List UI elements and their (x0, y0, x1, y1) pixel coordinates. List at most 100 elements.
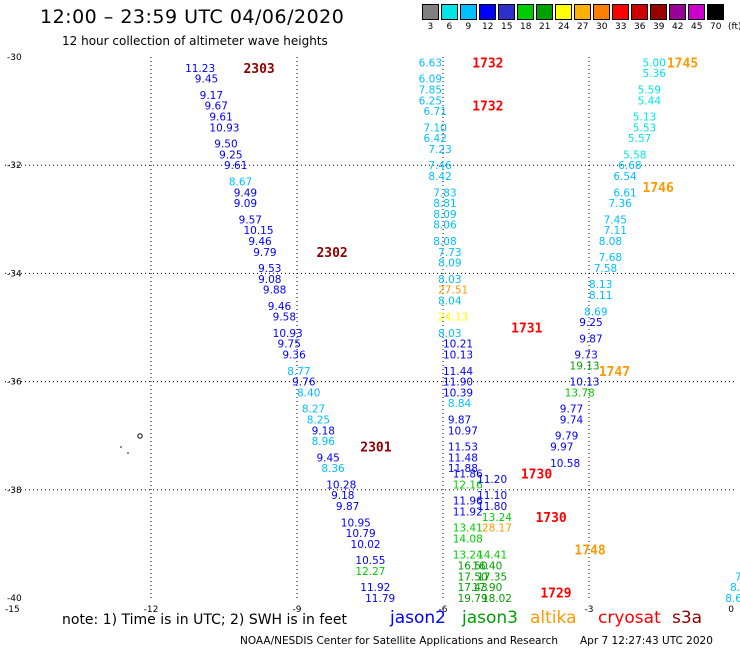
data-label-cryosat: 9.25 (579, 317, 602, 329)
scale-swatch (498, 4, 515, 20)
scale-swatch (631, 4, 648, 20)
scale-label: 36 (634, 22, 646, 32)
y-tick-label: -34 (7, 269, 22, 279)
data-label-jason2: 8.36 (321, 463, 345, 475)
data-label-jason3: 11.53 (448, 442, 478, 454)
data-label-jason2: 9.61 (224, 160, 247, 172)
data-label-jason2: 9.61 (209, 112, 232, 124)
data-label-jason2: 10.95 (341, 517, 371, 529)
data-label-jason3: 16.50 (458, 561, 488, 573)
data-label-cryosat: 6.54 (613, 171, 637, 183)
x-tick-label: -6 (439, 605, 448, 615)
track-time-label: 1730 (535, 511, 566, 526)
data-label-cryosat: 7.58 (594, 263, 617, 275)
x-tick-label: -12 (144, 605, 159, 615)
data-label-jason2: 9.25 (219, 149, 242, 161)
data-label-cryosat: 5.57 (628, 133, 651, 145)
scale-label: 24 (558, 22, 570, 32)
data-label-jason3: 6.42 (424, 133, 447, 145)
scale-label: 45 (691, 22, 703, 32)
data-label-jason2: 8.77 (287, 366, 310, 378)
island-marker (120, 446, 122, 448)
x-tick-label: 0 (728, 605, 734, 615)
y-tick-label: -38 (7, 486, 22, 496)
scale-swatch (422, 4, 439, 20)
data-label-jason2: 9.09 (234, 198, 257, 210)
data-label-jason3: 10.21 (443, 339, 473, 351)
data-label-jason3: 8.42 (428, 171, 451, 183)
legend-altika: altika (530, 608, 577, 628)
scale-label: 27 (577, 22, 589, 32)
scale-label: 9 (465, 22, 472, 32)
data-label-cryosat: 6.68 (618, 160, 641, 172)
data-label-jason3: 11.96 (453, 496, 483, 508)
data-label-jason3: 7.73 (438, 247, 461, 259)
data-label-jason3: 8.09 (433, 209, 456, 221)
data-label-jason2: 9.53 (258, 263, 281, 275)
data-label-cryosat: 9.97 (550, 442, 573, 454)
data-label-jason2: 9.46 (268, 301, 292, 313)
map-title: 12:00 – 23:59 UTC 04/06/2020 (40, 6, 345, 28)
data-label-jason3: 6.25 (419, 95, 442, 107)
data-label-jason2: 9.87 (336, 501, 359, 513)
note-text: note: 1) Time is in UTC; 2) SWH is in fe… (62, 612, 348, 628)
data-label-jason2: 11.92 (360, 582, 390, 594)
scale-label: 39 (653, 22, 665, 32)
legend-jason2: jason2 (390, 608, 446, 628)
data-label-cryosat: 5.36 (643, 68, 667, 80)
data-label-jason2: 10.15 (243, 225, 273, 237)
x-tick-label: -15 (5, 605, 20, 615)
data-label-jason3: 8.03 (438, 328, 461, 340)
data-label-jason3: 10.97 (448, 425, 478, 437)
legend-cryosat: cryosat (598, 608, 661, 628)
track-time-label: 2302 (316, 246, 347, 261)
data-label-jason3: 12.16 (453, 479, 483, 491)
scale-label: 3 (427, 22, 434, 32)
y-tick-label: -36 (7, 378, 22, 388)
data-label-jason2: 9.45 (195, 74, 218, 86)
scale-swatch (479, 4, 496, 20)
data-label-jason3: 8.06 (433, 220, 457, 232)
data-label-altika: 28.17 (482, 523, 512, 535)
data-label-jason2: 10.93 (209, 122, 239, 134)
data-label-jason3: 11.86 (453, 469, 483, 481)
data-label-jason3: 8.81 (433, 198, 456, 210)
data-label-cryosat: 7.11 (604, 225, 627, 237)
x-tick-label: -9 (293, 605, 302, 615)
data-label-jason2: 8.67 (229, 176, 252, 188)
data-label-altika: 11.10 (477, 490, 507, 502)
scale-label: 33 (615, 22, 627, 32)
data-label-jason3: 11.90 (443, 377, 473, 389)
data-label-jason3: 7.23 (428, 144, 451, 156)
track-time-label: 1732 (472, 56, 503, 71)
scale-swatch (517, 4, 534, 20)
data-label-jason2: 12.27 (355, 566, 385, 578)
track-time-label: 1747 (599, 365, 630, 380)
track-time-label: 1730 (521, 468, 552, 483)
data-label-jason2: 9.18 (312, 425, 335, 437)
data-label-jason3: 11.92 (453, 506, 483, 518)
data-label-jason2: 10.02 (351, 539, 381, 551)
data-label-jason2: 9.08 (258, 274, 281, 286)
scale-swatch (574, 4, 591, 20)
data-label-jason3: 13.41 (453, 523, 483, 535)
data-label-cryosat: 6.61 (613, 187, 636, 199)
data-label-jason3: 6.63 (419, 57, 442, 69)
data-label-cryosat: 5.13 (633, 112, 656, 124)
data-label-jason2: 9.57 (239, 214, 262, 226)
scale-swatch (688, 4, 705, 20)
map-subtitle: 12 hour collection of altimeter wave hei… (62, 34, 328, 48)
data-label-jason3: 11.88 (448, 463, 478, 475)
data-label-jason3: 14.08 (453, 533, 483, 545)
data-label-jason3: 8.09 (438, 258, 461, 270)
scale-swatch (612, 4, 629, 20)
data-label-jason2: 9.76 (292, 377, 316, 389)
credit-text: NOAA/NESDIS Center for Satellite Applica… (240, 635, 558, 647)
data-label-cryosat: 7.68 (599, 252, 622, 264)
data-label-jason3: 19.79 (458, 593, 488, 605)
data-label-cryosat: 5.44 (638, 95, 662, 107)
scale-label: 21 (539, 22, 551, 32)
data-label-cryosat: 8.11 (589, 290, 612, 302)
scale-label: (ft) (728, 22, 740, 32)
